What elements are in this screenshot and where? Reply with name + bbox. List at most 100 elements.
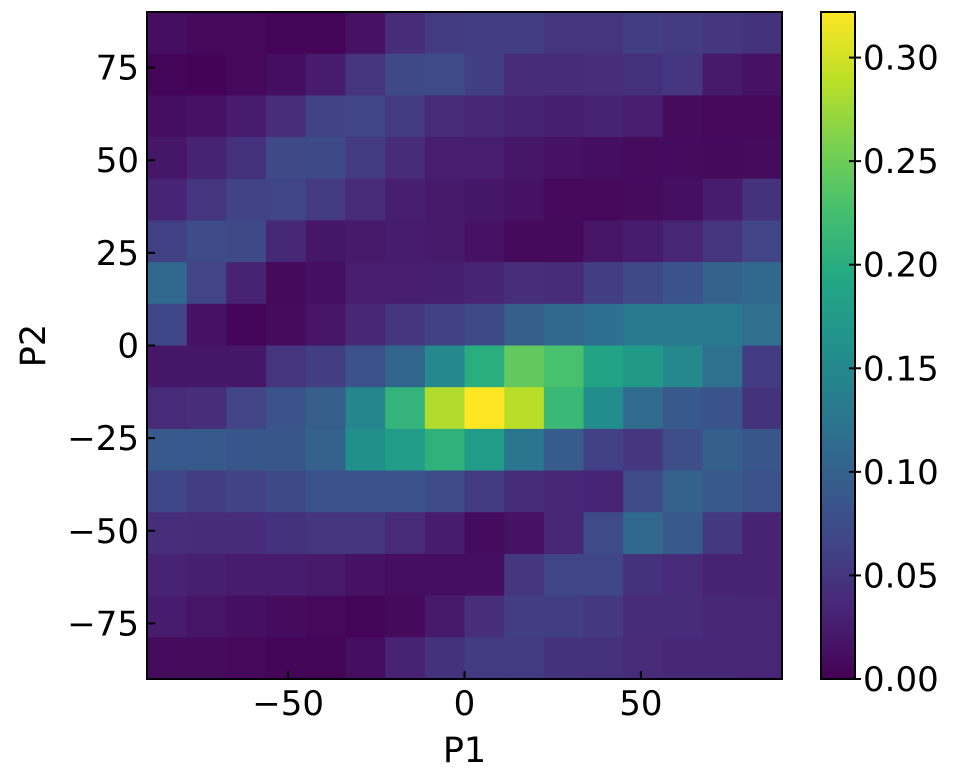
heatmap-cell xyxy=(464,220,505,263)
heatmap-cell xyxy=(385,178,426,222)
heatmap-cell xyxy=(345,178,386,222)
heatmap-cell xyxy=(464,512,505,555)
heatmap-cell xyxy=(226,428,267,472)
heatmap-cell xyxy=(424,470,466,513)
heatmap-cell xyxy=(464,637,505,680)
heatmap-cell xyxy=(186,512,227,555)
heatmap-cell xyxy=(385,345,426,388)
heatmap-cell xyxy=(186,95,227,138)
heatmap-cell xyxy=(147,553,188,597)
x-tick-label: −50 xyxy=(252,684,324,724)
heatmap-cell xyxy=(385,428,426,472)
heatmap-cell xyxy=(226,387,267,430)
x-axis-title: P1 xyxy=(443,731,486,771)
heatmap-cell xyxy=(623,553,664,597)
heatmap-cell xyxy=(583,387,624,430)
heatmap-cell xyxy=(424,178,466,222)
heatmap-cell xyxy=(504,595,545,638)
heatmap-cell xyxy=(226,595,267,638)
heatmap-cell xyxy=(424,428,466,472)
heatmap-cell xyxy=(147,595,188,638)
heatmap-cell xyxy=(345,95,386,138)
heatmap-cell xyxy=(345,53,386,96)
heatmap-cell xyxy=(742,53,783,96)
heatmap-cell xyxy=(147,220,188,263)
heatmap-cell xyxy=(186,303,227,347)
heatmap-cell xyxy=(147,637,188,680)
heatmap-cell xyxy=(583,637,624,680)
heatmap-cell xyxy=(662,262,704,305)
heatmap-cell xyxy=(305,262,347,305)
heatmap-cell xyxy=(504,512,545,555)
heatmap-cell xyxy=(424,553,466,597)
y-axis-title: P2 xyxy=(14,324,54,367)
heatmap-cell xyxy=(623,137,664,180)
colorbar-tick-label: 0.05 xyxy=(863,556,939,596)
heatmap-cell xyxy=(266,512,307,555)
heatmap-cell xyxy=(305,512,347,555)
heatmap-cell xyxy=(186,637,227,680)
heatmap-cell xyxy=(742,262,783,305)
heatmap-cell xyxy=(266,262,307,305)
heatmap-cell xyxy=(226,220,267,263)
heatmap-cell xyxy=(583,12,624,55)
heatmap-cell xyxy=(623,262,664,305)
heatmap-cell xyxy=(702,262,743,305)
heatmap-cell xyxy=(662,387,704,430)
heatmap-cell xyxy=(186,595,227,638)
heatmap-cell xyxy=(305,637,347,680)
heatmap-cell xyxy=(702,12,743,55)
heatmap-cell xyxy=(464,12,505,55)
colorbar-tick-label: 0.30 xyxy=(863,39,939,79)
heatmap-cell xyxy=(504,553,545,597)
heatmap-cell xyxy=(345,303,386,347)
heatmap-cell xyxy=(385,387,426,430)
heatmap-cell xyxy=(226,262,267,305)
heatmap-cell xyxy=(186,178,227,222)
heatmap-cell xyxy=(702,53,743,96)
heatmap-cell xyxy=(147,12,188,55)
heatmap-cell xyxy=(702,387,743,430)
heatmap-cell xyxy=(662,595,704,638)
heatmap-cell xyxy=(305,387,347,430)
heatmap-cell xyxy=(424,53,466,96)
heatmap-cell xyxy=(623,178,664,222)
x-tick-label: 50 xyxy=(619,684,662,724)
heatmap-cell xyxy=(186,262,227,305)
heatmap-cell xyxy=(345,428,386,472)
heatmap-cell xyxy=(662,470,704,513)
heatmap-cell xyxy=(385,553,426,597)
heatmap-cell xyxy=(305,178,347,222)
heatmap-cell xyxy=(504,428,545,472)
heatmap-cell xyxy=(464,553,505,597)
heatmap-cell xyxy=(543,637,585,680)
heatmap-cell xyxy=(623,428,664,472)
colorbar xyxy=(820,11,856,680)
heatmap-cell xyxy=(742,137,783,180)
heatmap-cell xyxy=(623,220,664,263)
heatmap-cell xyxy=(662,553,704,597)
heatmap-cell xyxy=(345,220,386,263)
heatmap-cell xyxy=(662,95,704,138)
heatmap-cell xyxy=(464,303,505,347)
heatmap-cell xyxy=(583,262,624,305)
heatmap-cell xyxy=(226,137,267,180)
heatmap-cell xyxy=(702,512,743,555)
heatmap-cell xyxy=(305,303,347,347)
heatmap-cell xyxy=(385,595,426,638)
heatmap-cell xyxy=(345,262,386,305)
heatmap-cell xyxy=(147,512,188,555)
heatmap-cell xyxy=(424,345,466,388)
heatmap-cell xyxy=(424,387,466,430)
heatmap-cell xyxy=(662,345,704,388)
heatmap-cell xyxy=(623,637,664,680)
heatmap-cell xyxy=(147,470,188,513)
heatmap-cell xyxy=(742,345,783,388)
colorbar-tick-label: 0.15 xyxy=(863,349,939,389)
heatmap-cell xyxy=(742,387,783,430)
heatmap-cell xyxy=(583,303,624,347)
y-tick-label: −75 xyxy=(67,604,139,644)
heatmap-cell xyxy=(464,470,505,513)
heatmap-cell xyxy=(226,637,267,680)
heatmap-cell xyxy=(266,345,307,388)
